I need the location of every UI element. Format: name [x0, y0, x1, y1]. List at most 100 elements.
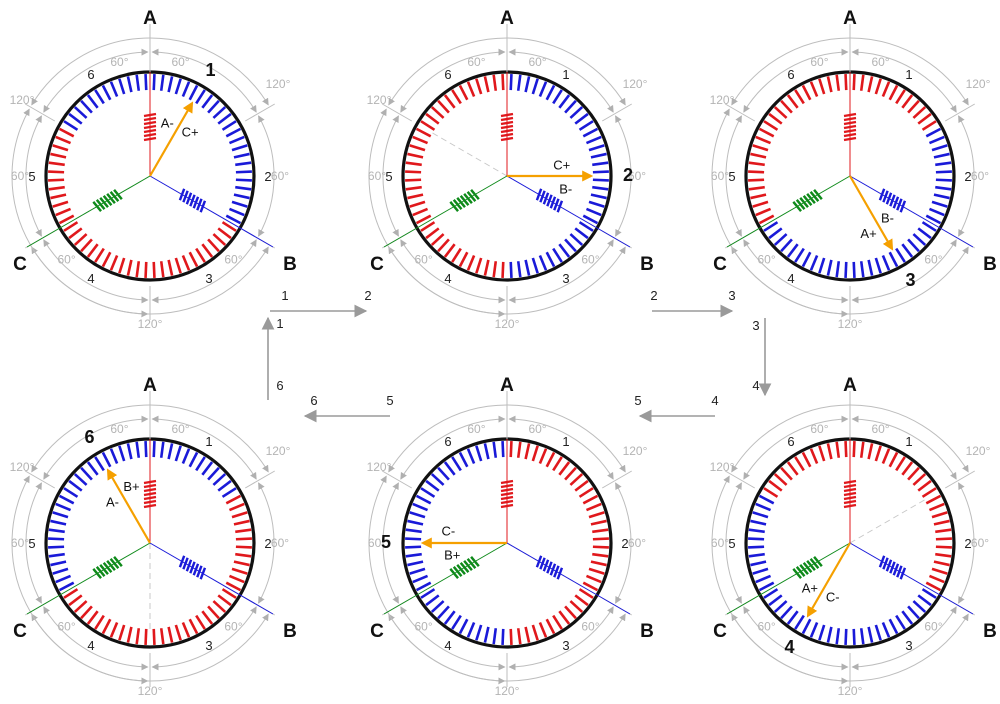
coil-bar — [531, 624, 539, 641]
coil-bar — [48, 537, 65, 541]
motor-panel-2: 60° 60° 60° 60° 60° 60° 120° 120° 120° A B C 1 2 3 4 5 6 C… — [367, 8, 654, 331]
angle-label-60: 60° — [810, 55, 828, 69]
coil-turn — [463, 560, 473, 571]
vector-label-upper: A- — [161, 116, 174, 131]
guide-tick — [245, 470, 275, 489]
coil-bar — [58, 214, 75, 225]
coil-bar — [55, 135, 72, 145]
coil-turn — [535, 555, 543, 568]
coil-bar — [582, 127, 599, 138]
coil-turn — [456, 564, 466, 575]
coil-bar — [48, 161, 65, 167]
coil-turn — [192, 563, 200, 576]
coil-bar — [407, 193, 424, 200]
coil-bar — [412, 502, 429, 512]
coil-bar — [217, 227, 232, 240]
coil-bar — [492, 261, 498, 278]
resultant-vector — [806, 542, 851, 618]
coil-turn — [500, 495, 514, 501]
phase-a-winding — [843, 112, 857, 142]
coil-bar — [221, 588, 237, 599]
coil-bar — [475, 624, 483, 641]
coil-bar — [809, 448, 819, 465]
phase-b-winding — [535, 188, 564, 213]
vector-label-lower: A+ — [802, 581, 818, 596]
angle-label-60: 60° — [414, 619, 432, 633]
coil-bar — [235, 528, 252, 534]
coil-bar — [430, 106, 445, 119]
coil-bar — [935, 545, 952, 549]
coil-bar — [52, 200, 69, 208]
angle-label-60: 60° — [924, 619, 942, 633]
coil-bar — [786, 94, 799, 109]
coil-bar — [578, 588, 594, 599]
phase-c-axis — [726, 175, 851, 248]
coil-bar — [921, 588, 937, 599]
coil-bar — [931, 144, 948, 152]
coil-bar — [415, 127, 432, 138]
position-label-2: 2 — [621, 536, 628, 551]
coil-bar — [874, 445, 882, 462]
vector-label-upper: C- — [826, 589, 840, 604]
transition-to-label: 5 — [634, 393, 641, 408]
coil-bar — [409, 567, 426, 575]
coil-bar — [888, 618, 899, 635]
coil-bar — [933, 560, 950, 567]
phase-b-label: B — [640, 254, 654, 275]
coil-bar — [748, 545, 765, 549]
arc-60 — [615, 482, 632, 604]
position-label-6: 6 — [87, 67, 94, 82]
coil-bar — [212, 106, 227, 119]
coil-bar — [763, 487, 779, 498]
coil-bar — [475, 445, 483, 462]
coil-bar — [852, 628, 856, 645]
coil-bar — [451, 89, 462, 105]
coil-bar — [415, 581, 432, 592]
coil-bar — [818, 257, 826, 274]
coil-bar — [780, 238, 793, 253]
coil-turn — [189, 561, 196, 574]
coil-bar — [585, 207, 602, 217]
coil-bar — [405, 528, 422, 534]
coil-bar — [835, 628, 841, 645]
coil-bar — [907, 99, 920, 114]
coil-bar — [786, 243, 799, 258]
coil-bar — [437, 605, 450, 620]
angle-label-60: 60° — [628, 536, 646, 550]
coil-bar — [801, 251, 812, 268]
coil-turn — [556, 200, 564, 213]
coil-bar — [405, 161, 422, 167]
angle-label-60: 60° — [528, 55, 546, 69]
coil-bar — [235, 552, 252, 558]
coil-bar — [773, 600, 788, 613]
coil-bar — [233, 560, 250, 567]
coil-bar — [201, 94, 214, 109]
coil-bar — [881, 254, 891, 271]
coil-turn — [459, 195, 470, 206]
coil-bar — [558, 243, 571, 258]
position-label-3: 3 — [205, 271, 212, 286]
coil-turn — [500, 499, 514, 505]
coil-bar — [207, 605, 220, 620]
angle-label-60: 60° — [171, 422, 189, 436]
coil-bar — [55, 574, 72, 584]
coil-bar — [867, 259, 874, 276]
transition-to-label: 3 — [728, 288, 735, 303]
coil-bar — [425, 594, 440, 607]
coil-bar — [592, 537, 609, 541]
coil-bar — [881, 81, 891, 98]
position-label-1: 1 — [905, 67, 912, 82]
coil-bar — [73, 233, 88, 246]
angle-guides: 60° 60° 60° 60° 60° 60° 120° 120° 120° — [710, 32, 991, 331]
angle-guides: 60° 60° 60° 60° 60° 60° 120° 120° 120° — [710, 399, 991, 698]
position-label-4: 4 — [444, 638, 451, 653]
coil-turn — [470, 556, 480, 567]
coil-bar — [221, 487, 237, 498]
coil-bar — [768, 112, 783, 125]
motor-panel-1: 60° 60° 60° 60° 60° 60° 120° 120° 120° A B C 1 2 3 4 5 6 A… — [10, 8, 297, 331]
coil-bar — [509, 261, 513, 278]
position-label-6: 6 — [84, 427, 94, 447]
coil-turn — [885, 559, 893, 572]
coil-bar — [52, 144, 69, 152]
